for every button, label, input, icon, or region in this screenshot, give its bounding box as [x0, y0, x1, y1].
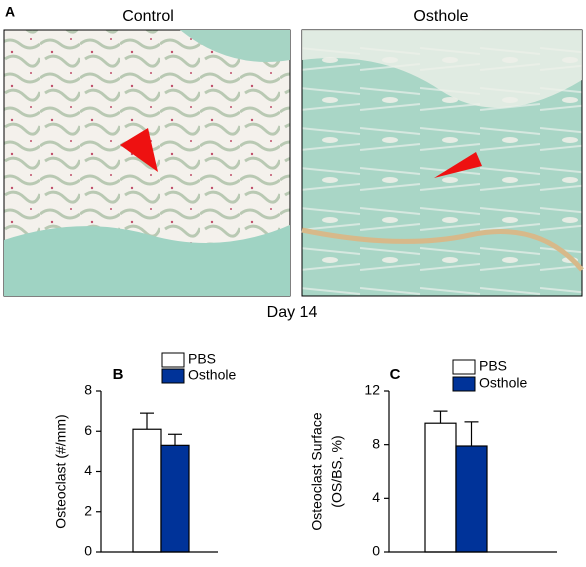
y-axis-label: Osteoclast (#/mm) [53, 414, 69, 528]
panel-label: C [390, 366, 401, 383]
axes [388, 391, 557, 553]
legend-swatch [161, 352, 185, 368]
bar [424, 422, 457, 553]
y-tick-label: 8 [372, 435, 380, 451]
bar [455, 445, 488, 553]
legend-label: Osthole [479, 375, 527, 391]
y-tick-label: 6 [84, 422, 92, 438]
osteoid [301, 227, 584, 272]
legend-swatch [161, 368, 185, 384]
y-tick-label: 8 [84, 382, 92, 398]
bar [160, 444, 190, 553]
arrowhead [434, 152, 482, 178]
legend-label: Osthole [188, 367, 236, 383]
caption: Day 14 [267, 304, 318, 321]
legend-swatch [452, 359, 476, 375]
y-axis-label: Osteoclast Surface [309, 412, 325, 530]
bone-region [180, 30, 290, 62]
arrowhead [120, 128, 158, 172]
axes [100, 391, 218, 553]
panel-label: B [113, 366, 124, 383]
legend-swatch [452, 376, 476, 392]
legend-label: PBS [188, 351, 216, 367]
y-tick-label: 12 [364, 382, 380, 398]
image-title: Osthole [413, 8, 468, 25]
panel-label: A [5, 4, 15, 20]
panel-a: A Control Osthole Day 14 [3, 4, 584, 321]
bone-region [4, 225, 290, 296]
image-title: Control [122, 8, 174, 25]
y-axis-label: (OS/BS, %) [329, 435, 345, 507]
y-tick-label: 4 [84, 462, 92, 478]
y-tick-label: 2 [84, 502, 92, 518]
y-tick-label: 0 [84, 543, 92, 559]
legend-label: PBS [479, 358, 507, 374]
y-tick-label: 0 [372, 543, 380, 559]
marrow-region [302, 30, 582, 108]
y-tick-label: 4 [372, 489, 380, 505]
bar [132, 428, 162, 553]
